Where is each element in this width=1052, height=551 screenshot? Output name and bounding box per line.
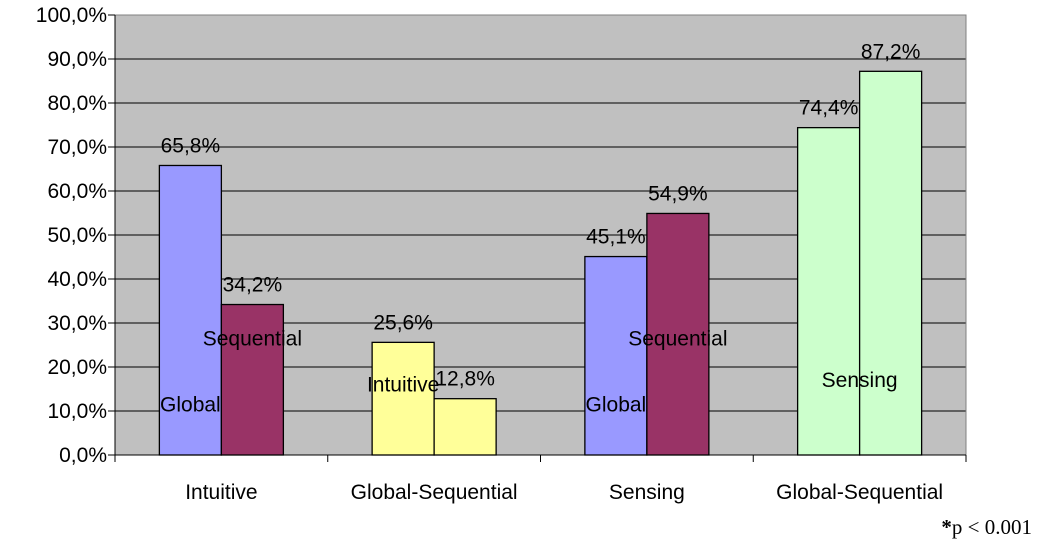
bar-inner-label: Sequential xyxy=(628,327,727,350)
category-label: Sensing xyxy=(609,481,685,504)
data-labels: 65,8% Global 34,2% Sequential 25,6% Intuitive… xyxy=(160,40,920,416)
y-tick-label: 80,0% xyxy=(47,92,107,115)
y-tick-label: 70,0% xyxy=(47,136,107,159)
data-label: 54,9% xyxy=(648,182,708,205)
y-tick-label: 30,0% xyxy=(47,312,107,335)
data-label: 74,4% xyxy=(799,97,859,120)
footnote: *p < 0.001 xyxy=(941,515,1032,540)
y-tick-label: 90,0% xyxy=(47,48,107,71)
data-label: 34,2% xyxy=(223,274,283,297)
y-tick-label: 20,0% xyxy=(47,356,107,379)
bar-inner-label: Sensing xyxy=(822,369,898,392)
bar xyxy=(796,126,861,456)
data-label: 45,1% xyxy=(586,226,646,249)
data-label: 65,8% xyxy=(161,134,221,157)
y-axis-ticks: 0,0% 10,0% 20,0% 30,0% 40,0% 50,0% 60,0% 70,0% 8… xyxy=(36,4,115,467)
bar-inner-label: Intuitive xyxy=(367,374,439,397)
bar-inner-label: Sequential xyxy=(203,327,302,350)
bar xyxy=(646,212,710,456)
category-label: Global-Sequential xyxy=(776,481,943,504)
category-label: Intuitive xyxy=(185,481,257,504)
footnote-star: * xyxy=(941,515,952,539)
data-label: 87,2% xyxy=(861,40,921,63)
bar-inner-label: Global xyxy=(586,393,647,416)
y-tick-label: 50,0% xyxy=(47,224,107,247)
bar xyxy=(433,398,497,456)
bar xyxy=(584,255,648,456)
data-label: 12,8% xyxy=(435,368,495,391)
y-tick-label: 10,0% xyxy=(47,400,107,423)
bar xyxy=(858,70,923,456)
bar xyxy=(220,303,285,456)
bar-inner-label: Global xyxy=(160,393,221,416)
y-tick-label: 40,0% xyxy=(47,268,107,291)
y-tick-label: 0,0% xyxy=(59,444,107,467)
bar xyxy=(371,341,435,456)
bars xyxy=(158,70,923,456)
y-tick-label: 60,0% xyxy=(47,180,107,203)
category-label: Global-Sequential xyxy=(351,481,518,504)
x-axis-labels: Intuitive Global-Sequential Sensing Global-… xyxy=(185,481,943,504)
y-tick-label: 100,0% xyxy=(36,4,107,27)
data-label: 25,6% xyxy=(373,311,433,334)
footnote-text: p < 0.001 xyxy=(951,515,1032,539)
